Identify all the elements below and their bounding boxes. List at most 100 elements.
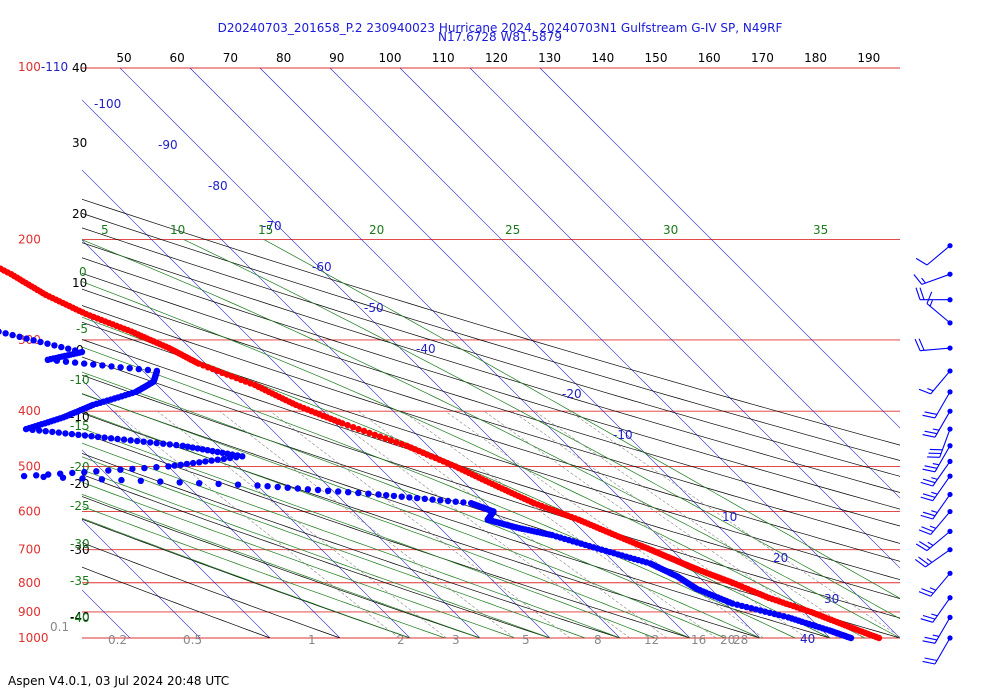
- wind-barb-feather: [922, 493, 936, 498]
- dewpoint-profile-point: [324, 487, 332, 494]
- dry-adiabat-line: [82, 374, 900, 638]
- dewpoint-profile-point: [44, 340, 51, 347]
- temperature-profile-point: [219, 369, 226, 376]
- dry-adiabat-label: -10: [70, 373, 90, 387]
- dewpoint-profile-point: [55, 429, 62, 436]
- wind-barb-feather: [924, 465, 938, 469]
- dewpoint-profile-point: [177, 461, 184, 468]
- wind-barb-staff: [925, 549, 951, 568]
- dewpoint-profile-point: [189, 459, 197, 467]
- wind-barb: [920, 595, 953, 623]
- wind-barb-feather: [919, 541, 931, 549]
- chart-title: D20240703_201658_P.2 230940023 Hurricane…: [217, 21, 783, 35]
- wind-barb-half-feather: [921, 277, 927, 284]
- wind-barb: [922, 389, 953, 419]
- fahrenheit-tick-label: 180: [804, 51, 827, 65]
- wind-barb-feather: [920, 496, 933, 502]
- dewpoint-profile-point: [49, 428, 56, 436]
- moist-adiabat-line: [82, 281, 866, 638]
- wind-barb-feather: [924, 411, 938, 415]
- dry-adiabat-line: [82, 288, 900, 544]
- mixing-ratio-line: [534, 410, 864, 638]
- moist-adiabat-line: [82, 411, 691, 638]
- moist-adiabat-label: 25: [505, 223, 520, 237]
- dry-adiabat-label: 0: [79, 265, 87, 279]
- isotherm-label: -60: [312, 260, 332, 274]
- mixing-ratio-label: 3: [452, 633, 460, 647]
- dry-adiabat-label: -40: [70, 611, 90, 625]
- dewpoint-profile-point: [429, 496, 436, 503]
- wind-barb-feather: [922, 614, 936, 620]
- dry-adiabat-line: [82, 339, 900, 599]
- wind-barb-staff: [926, 530, 951, 552]
- pressure-tick-label: 700: [18, 543, 41, 557]
- dewpoint-profile-point: [194, 445, 201, 452]
- dry-adiabat-line: [82, 242, 900, 493]
- dry-adiabat-line: [82, 432, 691, 638]
- wind-barb-half-feather: [926, 558, 933, 563]
- dewpoint-profile-point: [847, 634, 855, 642]
- wind-barb-feather: [922, 468, 936, 473]
- temperature-profile-point: [875, 634, 883, 642]
- height-tick-label: 30: [72, 136, 87, 150]
- moist-adiabat-line: [82, 481, 516, 638]
- dewpoint-profile-point: [118, 476, 125, 484]
- dewpoint-profile-point: [71, 359, 79, 366]
- fahrenheit-tick-label: 80: [276, 51, 291, 65]
- dewpoint-profile-point: [33, 472, 40, 479]
- dewpoint-profile-point: [173, 441, 180, 449]
- dewpoint-profile-point: [59, 474, 67, 481]
- mixing-ratio-line: [270, 410, 571, 638]
- wind-barb-feather: [926, 291, 933, 304]
- dewpoint-profile-point: [460, 499, 467, 506]
- dewpoint-profile-point: [93, 468, 100, 475]
- dewpoint-profile-point: [90, 361, 97, 368]
- wind-barb-feather: [914, 338, 921, 351]
- moist-adiabat-line: [82, 346, 796, 638]
- wind-barb-staff: [930, 370, 951, 395]
- wind-barb-staff: [934, 391, 951, 419]
- dewpoint-profile-point: [444, 497, 452, 505]
- dewpoint-profile-point: [105, 467, 112, 474]
- dewpoint-profile-point: [23, 335, 30, 342]
- dewpoint-profile-point: [16, 333, 23, 340]
- moist-adiabat-label: 30: [663, 223, 678, 237]
- wind-barb-feather: [924, 430, 938, 435]
- dewpoint-profile-point: [94, 433, 102, 441]
- dewpoint-profile-point: [160, 440, 167, 447]
- dewpoint-profile-point: [183, 460, 191, 468]
- dewpoint-profile-point: [153, 439, 160, 447]
- dry-adiabat-line: [82, 412, 761, 638]
- dewpoint-profile-point: [2, 330, 9, 337]
- moist-adiabat-line: [82, 393, 726, 638]
- isotherm-line: [82, 309, 411, 638]
- moist-adiabat-line: [82, 469, 551, 638]
- dewpoint-profile-point: [120, 436, 128, 443]
- fahrenheit-tick-label: 110: [432, 51, 455, 65]
- dewpoint-profile-point: [29, 426, 36, 433]
- wind-barb-feather: [918, 556, 930, 566]
- temperature-profile-point: [398, 440, 405, 448]
- temperature-profile-point: [344, 422, 351, 429]
- pressure-tick-label: 100-110: [18, 60, 68, 74]
- dewpoint-profile-point: [68, 430, 76, 438]
- moist-adiabat-line: [183, 239, 900, 620]
- dewpoint-profile-point: [226, 454, 234, 462]
- isotherm-line: [189, 68, 761, 638]
- dewpoint-profile-point: [101, 434, 108, 441]
- wind-barb-staff: [932, 475, 951, 502]
- dry-adiabat-label: -5: [76, 322, 88, 336]
- dewpoint-profile-point: [147, 439, 154, 446]
- wind-barb-half-feather: [927, 541, 934, 546]
- isotherm-label: 20: [773, 551, 788, 565]
- wind-barb-feather: [922, 660, 936, 665]
- fahrenheit-tick-label: 190: [857, 51, 880, 65]
- dewpoint-profile-point: [209, 447, 216, 455]
- wind-barb-half-feather: [929, 300, 933, 307]
- wind-barb-feather: [921, 588, 934, 594]
- isotherm-label: -50: [364, 301, 384, 315]
- temperature-profile-point: [360, 427, 368, 435]
- height-tick-label: 40: [72, 61, 87, 75]
- mixing-ratio-label: 20: [720, 633, 735, 647]
